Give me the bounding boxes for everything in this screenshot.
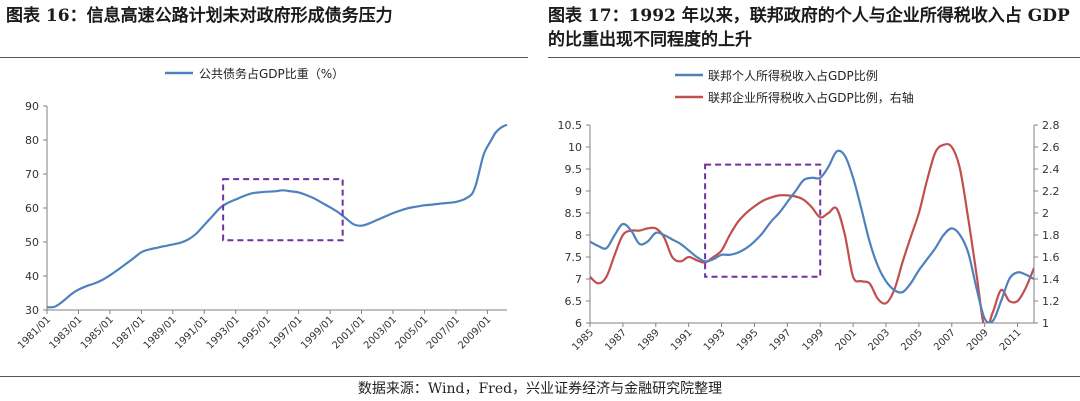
x-tick-label: 1981/01 [16,314,53,351]
x-tick-label: 2003 [866,327,892,353]
x-tick-label: 2003/01 [362,314,399,351]
x-tick-label: 1991/01 [173,314,210,351]
caption-right: 图表 17：1992 年以来，联邦政府的个人与企业所得税收入占 GDP 的比重出… [548,6,1070,50]
x-tick-label: 2007/01 [425,314,462,351]
x-tick-label: 2009/01 [456,314,493,351]
x-tick-label: 1999/01 [299,314,336,351]
y-tick-label-left: 7.5 [565,251,583,264]
y-tick-label-left: 8.5 [565,207,583,220]
x-tick-label: 1995/01 [236,314,273,351]
x-tick-label: 1999 [801,327,827,353]
y-tick-label-left: 9.5 [565,163,583,176]
legend-label-personal: 联邦个人所得税收入占GDP比例 [708,68,878,83]
caption-rule-right [548,57,1080,58]
y-tick-label-left: 10 [568,141,582,154]
y-tick-label-left: 7 [575,273,582,286]
x-tick-label: 2001/01 [330,314,367,351]
y-tick-label-right: 1.2 [1042,295,1060,308]
x-tick-label: 2009 [965,327,991,353]
chart-public-debt: 30 40 50 60 70 80 90 1981/011983/011985/011987/… [16,66,508,351]
y-tick-label-right: 2.4 [1042,163,1060,176]
series-line-public-debt [46,123,508,309]
x-tick-label: 1983/01 [47,314,84,351]
x-tick-label: 1991 [669,327,695,353]
x-tick-label: 1985/01 [79,314,116,351]
y-tick-label-right: 1.6 [1042,251,1060,264]
x-tick-label: 2007 [932,327,958,353]
x-tick-label: 1987/01 [110,314,147,351]
y-tick-label: 40 [25,270,39,283]
y-tick-label-left: 9 [575,185,582,198]
x-tick-label: 1987 [603,327,629,353]
x-tick-label: 2011 [998,327,1024,353]
y-tick-label: 80 [25,134,39,147]
y-tick-label-right: 1 [1042,317,1049,330]
y-tick-label-left: 8 [575,229,582,242]
y-tick-label-right: 2.6 [1042,141,1060,154]
y-tick-label-left: 6 [575,317,582,330]
x-tick-label: 1997/01 [268,314,305,351]
caption-left: 图表 16：信息高速公路计划未对政府形成债务压力 [6,6,393,26]
y-tick-label-left: 6.5 [565,295,583,308]
y-tick-label: 60 [25,202,39,215]
y-tick-label-right: 1.8 [1042,229,1060,242]
highlight-box [704,163,822,278]
x-tick-label: 1995 [735,327,761,353]
x-tick-label: 1993/01 [205,314,242,351]
chart-income-tax: 6 6.5 7 7.5 8 8.5 9 9.5 10 10.5 1 1.2 1.4 1.6 1.8 2 2.2 2… [558,68,1060,353]
series-line-personal-tax [590,149,1034,323]
source-note: 数据来源：Wind，Fred，兴业证券经济与金融研究院整理 [357,381,723,397]
y-tick-label: 70 [25,168,39,181]
y-tick-label: 90 [25,100,39,113]
x-tick-label: 1989 [636,327,662,353]
x-tick-label: 2005/01 [393,314,430,351]
y-tick-label-right: 1.4 [1042,273,1060,286]
y-tick-label-right: 2 [1042,207,1049,220]
x-tick-label: 1993 [702,327,728,353]
y-tick-label-right: 2.8 [1042,119,1060,132]
legend-label-corporate: 联邦企业所得税收入占GDP比例，右轴 [708,90,914,105]
legend-label: 公共债务占GDP比重（%） [199,66,344,81]
y-tick-label: 50 [25,236,39,249]
x-tick-label: 1985 [570,327,596,353]
x-tick-label: 2005 [899,327,925,353]
highlight-box [222,178,344,242]
y-tick-label: 30 [25,304,39,317]
series-line-corporate-tax [590,142,1034,323]
x-tick-label: 2001 [833,327,859,353]
y-tick-label-right: 2.2 [1042,185,1060,198]
caption-rule-left [0,57,528,58]
x-tick-label: 1997 [768,327,794,353]
x-tick-label: 1989/01 [142,314,179,351]
y-tick-label-left: 10.5 [558,119,583,132]
source-rule [0,376,1080,377]
